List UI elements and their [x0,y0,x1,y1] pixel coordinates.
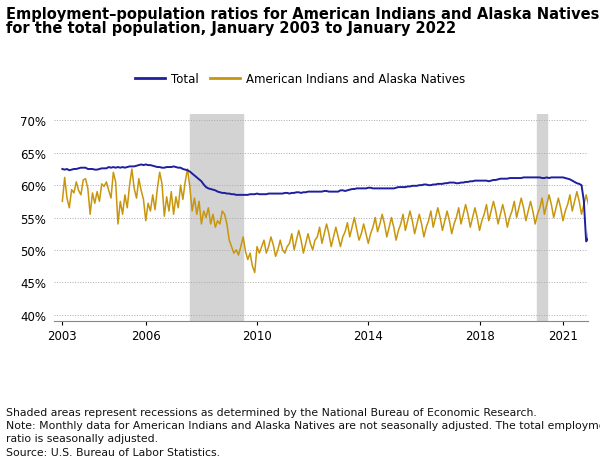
Text: Employment–population ratios for American Indians and Alaska Natives and: Employment–population ratios for America… [6,7,600,22]
Bar [538,115,547,321]
Bar [190,115,243,321]
Text: Shaded areas represent recessions as determined by the National Bureau of Econom: Shaded areas represent recessions as det… [6,407,600,457]
Legend: Total, American Indians and Alaska Natives: Total, American Indians and Alaska Nativ… [130,68,470,90]
Text: for the total population, January 2003 to January 2022: for the total population, January 2003 t… [6,21,456,36]
